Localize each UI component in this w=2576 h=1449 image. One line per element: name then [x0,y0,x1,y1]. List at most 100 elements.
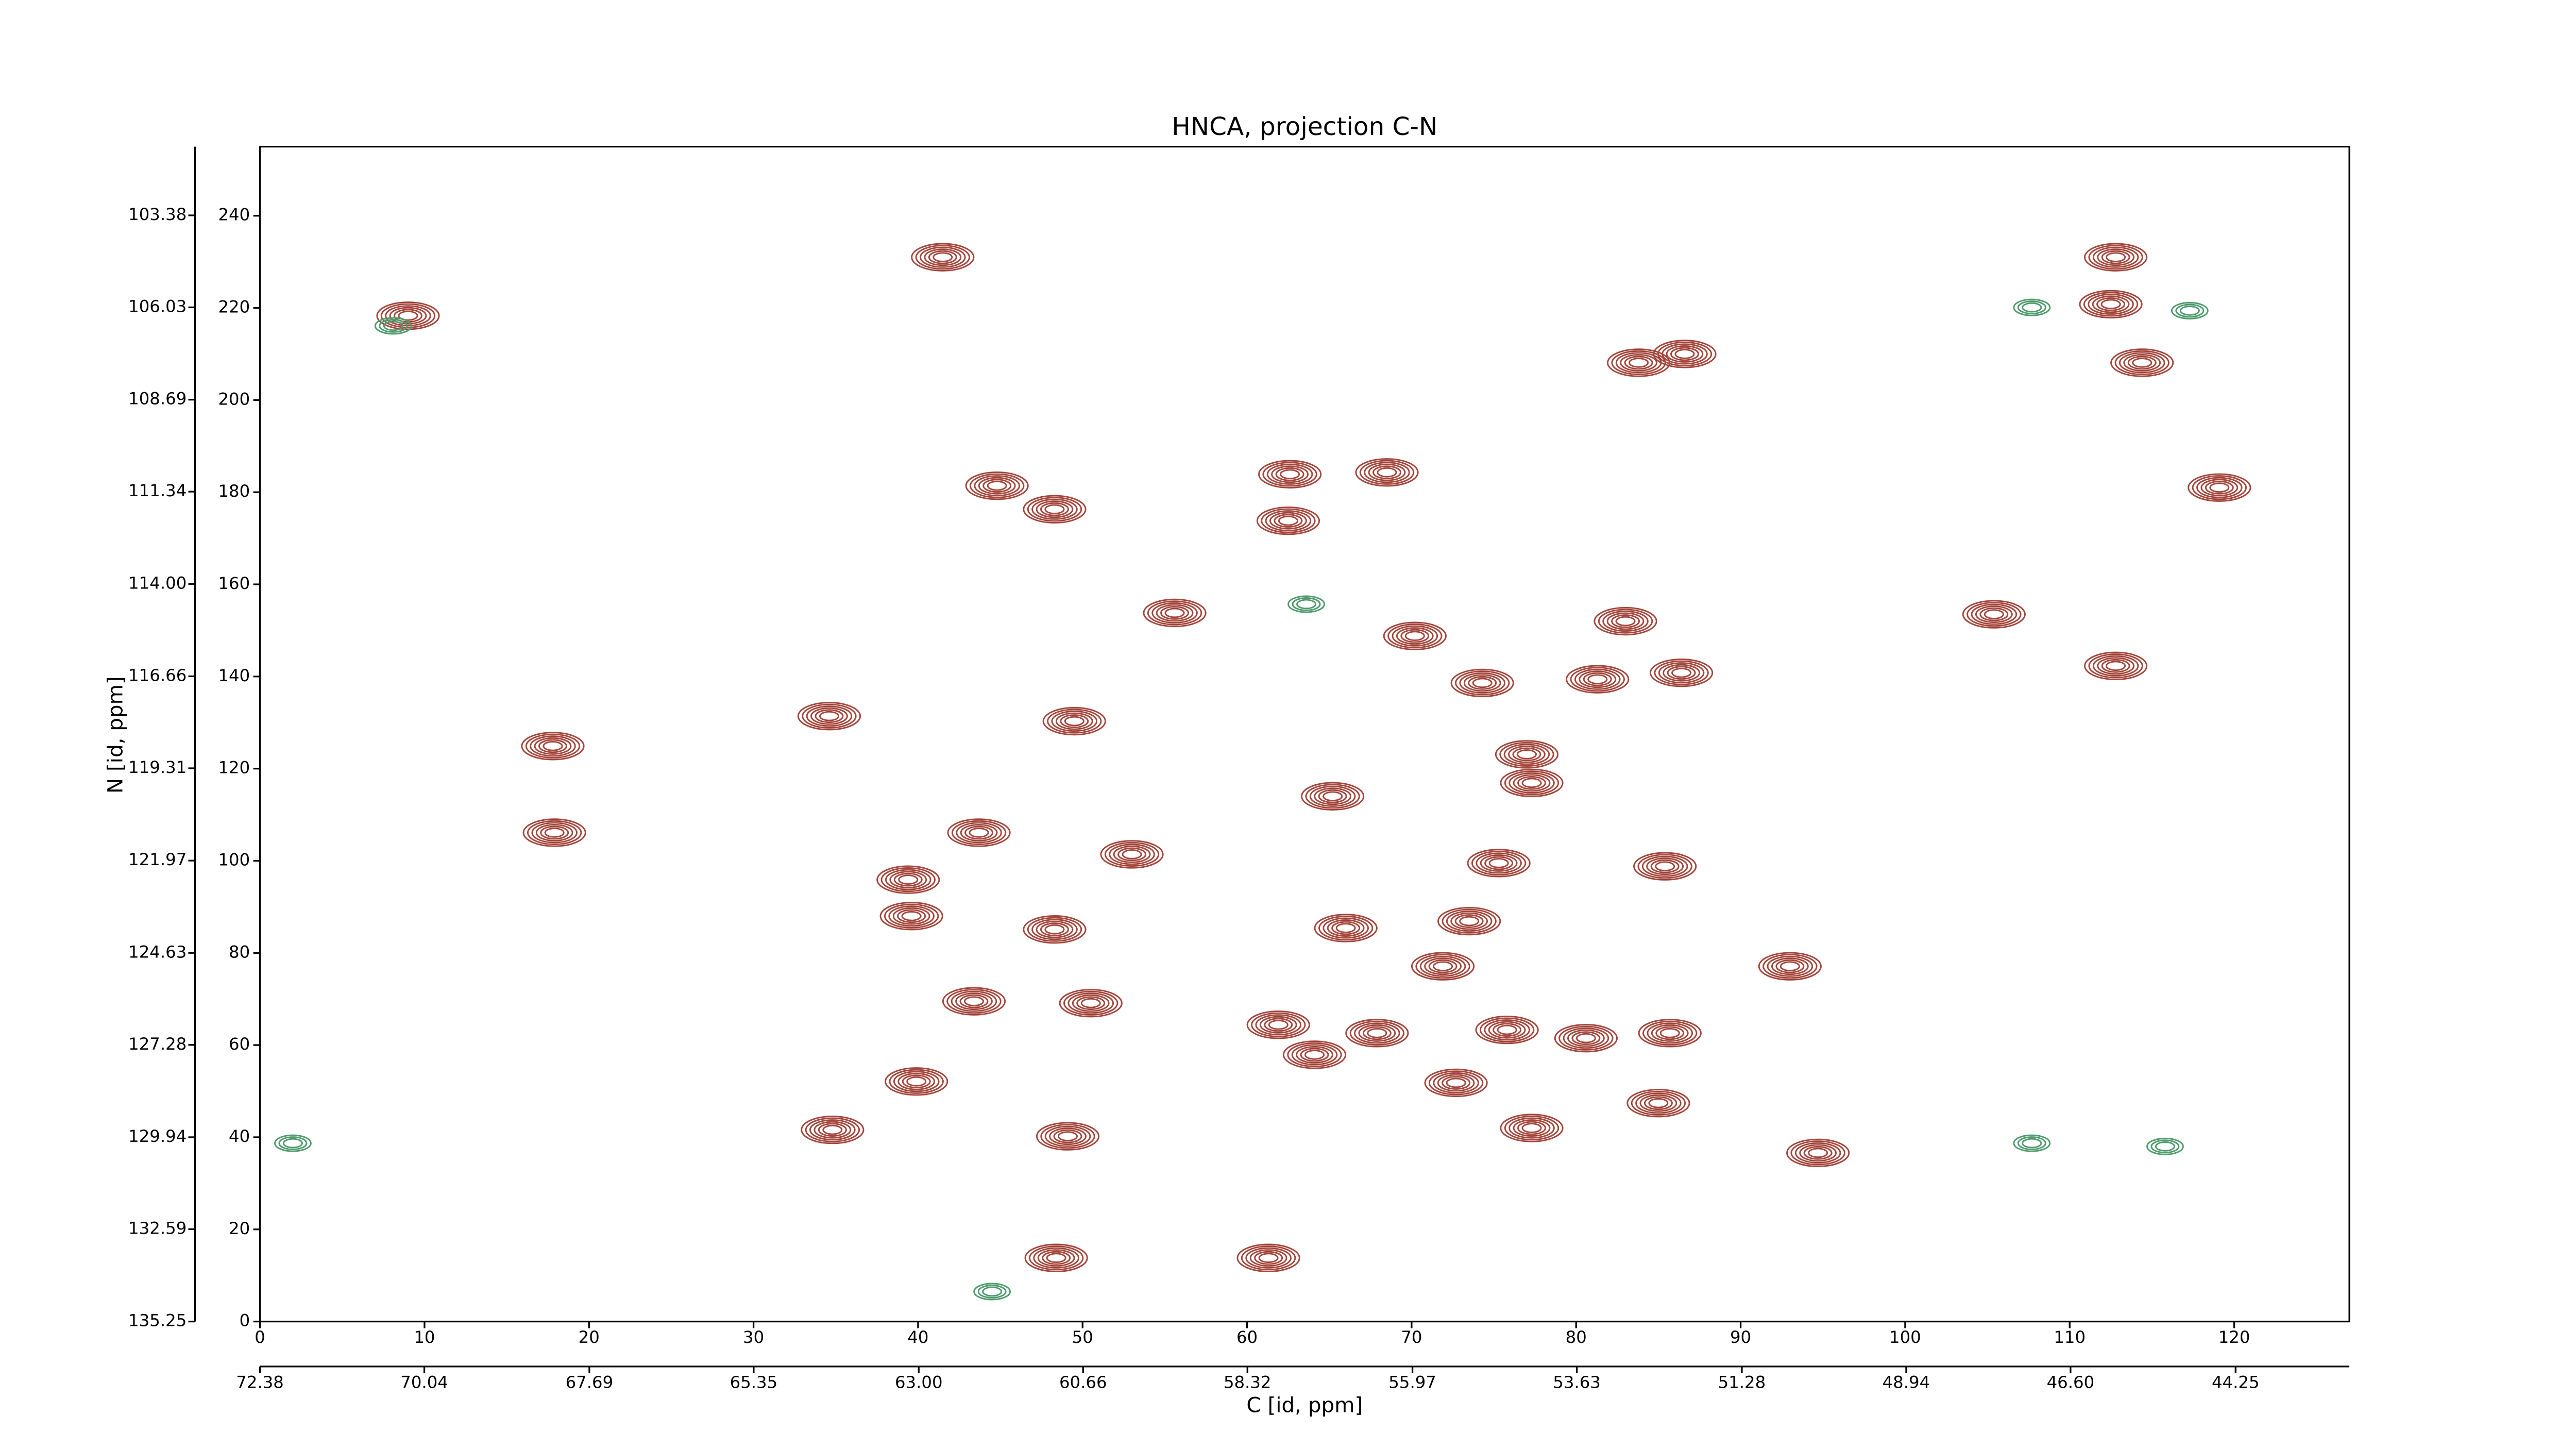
contour-ring [389,307,427,325]
contour-ring [2088,245,2143,270]
contour-ring [902,1074,931,1089]
peak [1258,460,1322,488]
contour-ring [2175,304,2205,318]
contour-ring [1484,856,1514,870]
contour-ring [1245,1247,1292,1269]
contour-ring [951,820,1007,846]
contour-ring [1450,668,1514,697]
contour-ring [969,473,1025,498]
contour-ring [1488,1021,1526,1039]
contour-ring [951,990,997,1012]
contour-ring [1411,952,1475,981]
contour-ring [1036,920,1074,938]
x2-tick-label: 51.28 [1718,1372,1766,1392]
contour-ring [1404,631,1425,642]
contour-ring [1301,782,1365,811]
peak [1467,849,1531,878]
contour-ring [802,703,857,729]
x2-tick-label: 46.60 [2047,1372,2095,1392]
contour-ring [982,1286,1003,1297]
contour-ring [901,911,922,921]
contour-ring [1296,599,1317,610]
contour-ring [2079,290,2143,319]
contour-ring [1080,998,1101,1008]
contour-ring [2114,350,2170,376]
contour-ring [540,825,569,840]
contour-ring [1042,1251,1071,1265]
contour-ring [1767,955,1814,977]
contour-ring [1771,957,1809,975]
contour-ring [2101,659,2130,673]
contour-ring [947,818,1011,847]
contour-ring [1358,1024,1396,1042]
contour-ring [1500,1114,1564,1142]
contour-ring [1509,1117,1555,1139]
contour-ring [1566,665,1630,694]
contour-ring [1064,716,1084,727]
contour-ring [1571,1031,1601,1046]
contour-ring [879,902,943,931]
peak [1758,952,1822,981]
peak [1301,782,1365,811]
contour-ring [814,1121,852,1139]
contour-ring [1517,1121,1546,1135]
peak [1059,989,1123,1018]
contour-ring [2017,1136,2046,1150]
contour-ring [1646,857,1684,875]
contour-ring [1497,1024,1517,1035]
peak [1355,458,1419,487]
contour-ring [2097,248,2135,266]
contour-ring [810,707,848,725]
contour-ring [1122,849,1142,860]
peak [1100,840,1164,869]
contour-ring [1480,854,1518,872]
contour-ring [2101,250,2130,264]
contour-ring [1264,1018,1293,1032]
contour-ring [1292,597,1321,611]
contour-ring [1598,609,1653,634]
peak [2013,1134,2051,1152]
peak [879,902,943,931]
contour-ring [1355,458,1419,487]
x-tick-label: 100 [1889,1327,1921,1347]
peak [1236,1243,1300,1272]
contour-ring [2123,353,2161,372]
x-tick-label: 10 [414,1327,435,1347]
contour-ring [278,1136,308,1150]
contour-ring [543,740,563,751]
contour-ring [1331,921,1361,935]
contour-ring [1808,1148,1828,1158]
contour-ring [801,1115,865,1144]
contour-ring [374,317,412,335]
contour-ring [376,301,440,330]
peak [274,1134,312,1152]
x2-tick-label: 44.25 [2212,1372,2260,1392]
contour-ring [274,1134,312,1152]
plot-frame [259,145,2350,1323]
y2-tick-label: 132.59 [128,1218,187,1238]
contour-ring [1040,922,1069,937]
contour-ring [1031,498,1078,520]
contour-ring [1488,858,1509,868]
contour-ring [1057,1131,1078,1142]
x2-tick-label: 58.32 [1224,1372,1272,1392]
x2-tick-label: 48.94 [1883,1372,1930,1392]
contour-ring [385,305,431,327]
contour-ring [1971,603,2018,625]
contour-ring [1051,711,1098,732]
contour-ring [1575,1033,1596,1043]
contour-ring [1653,340,1717,368]
contour-ring [1479,1017,1535,1042]
y2-tick-label: 114.00 [128,573,187,593]
contour-ring [1641,855,1688,877]
x-tick-label: 70 [1401,1327,1422,1347]
contour-ring [1046,1253,1066,1263]
contour-ring [1027,917,1082,942]
peak [1649,659,1714,687]
contour-ring [1424,957,1462,975]
contour-ring [933,252,953,263]
contour-ring [1364,462,1410,483]
contour-ring [1500,768,1564,798]
contour-ring [1055,712,1093,730]
contour-ring [1670,347,1699,361]
